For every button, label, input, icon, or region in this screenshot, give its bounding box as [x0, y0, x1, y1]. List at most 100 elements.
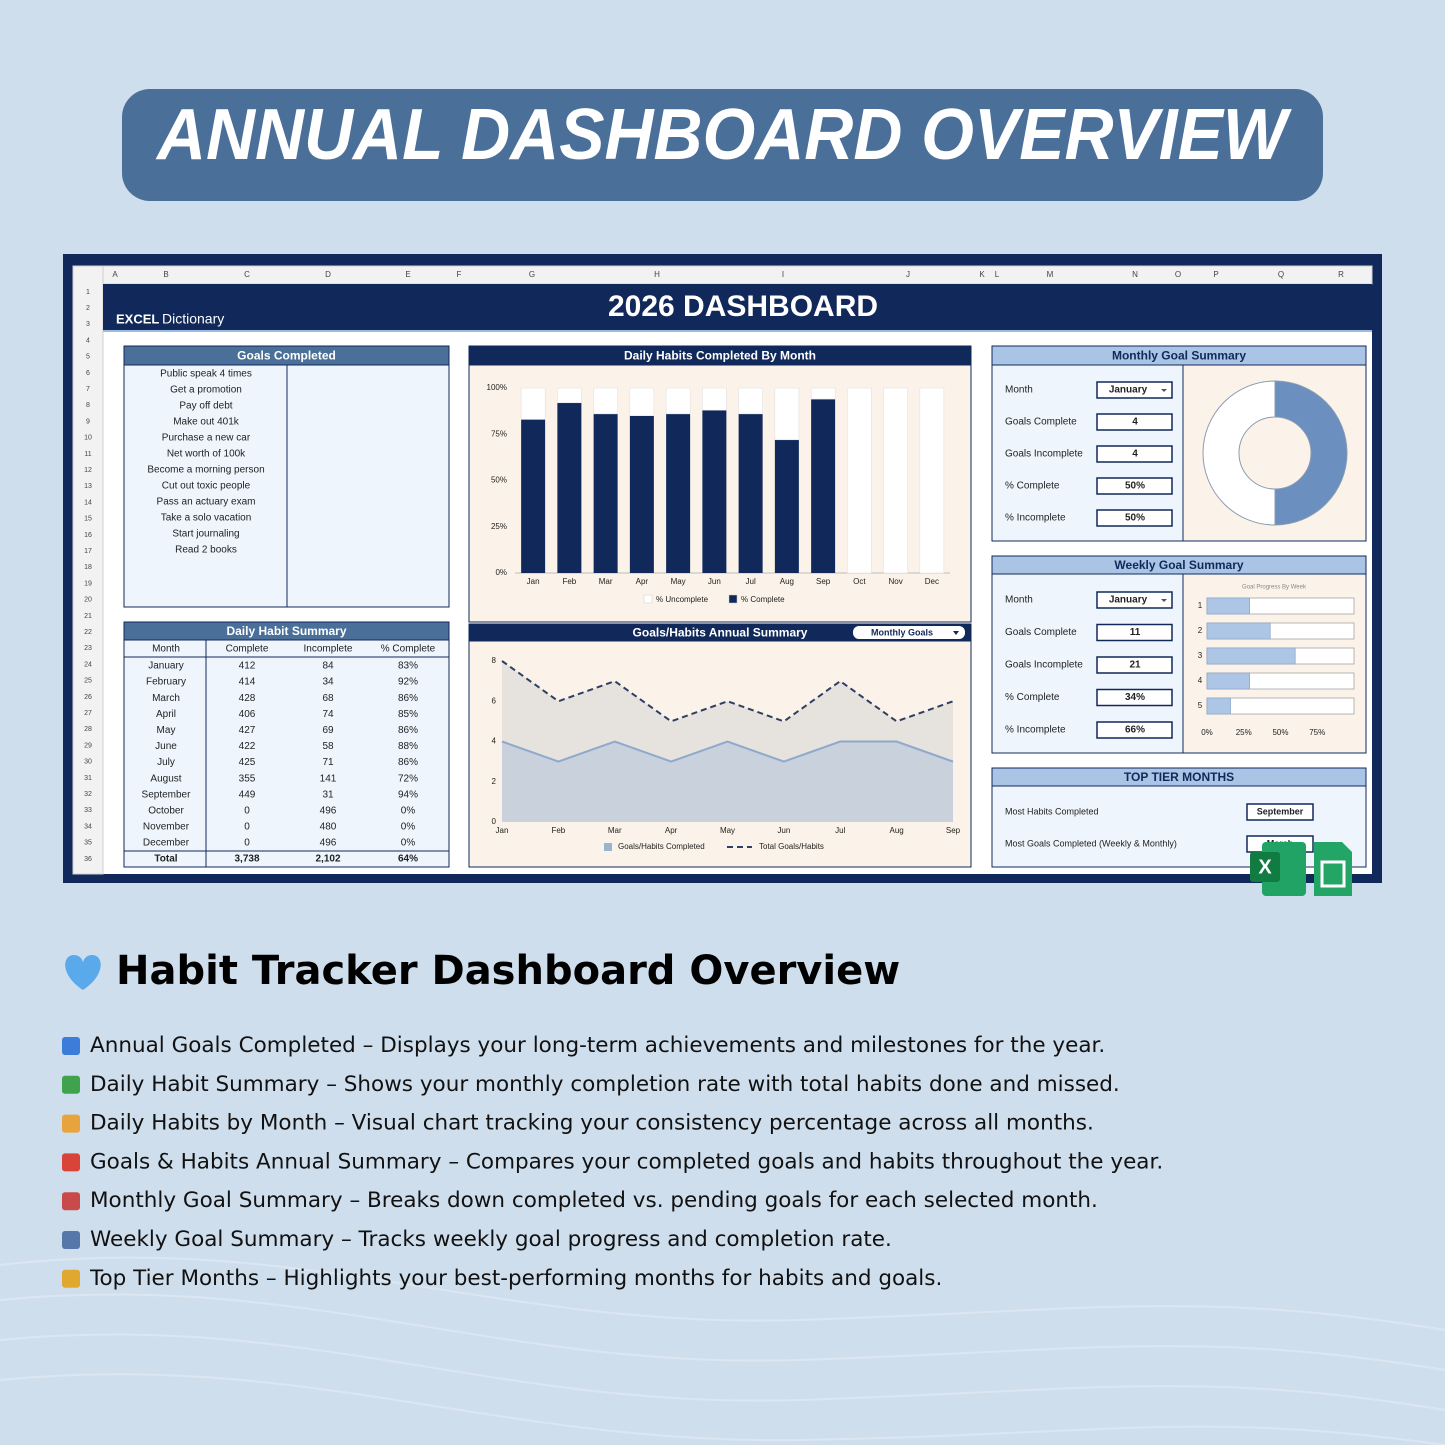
table-cell: November	[143, 822, 190, 833]
x-tick-label: Aug	[780, 577, 794, 586]
field-box	[1096, 477, 1173, 495]
y-tick-label: 75%	[491, 429, 507, 438]
row-number: 19	[84, 580, 92, 587]
table-cell: 86%	[398, 693, 418, 704]
field-box	[1096, 688, 1173, 707]
bar	[520, 387, 546, 420]
table-cell: 72%	[398, 773, 418, 784]
x-tick-label: Jul	[835, 826, 845, 835]
field-label: Goals Complete	[1005, 627, 1077, 638]
y-tick-label: 8	[492, 656, 497, 665]
field-label: % Complete	[1005, 481, 1060, 492]
y-tick-label: 0	[492, 817, 497, 826]
field-value: 4	[1132, 417, 1138, 428]
overview-item: Weekly Goal Summary – Tracks weekly goal…	[90, 1227, 892, 1252]
selector-arrow	[953, 631, 959, 635]
selector-value: Monthly Goals	[871, 627, 933, 637]
bar	[811, 399, 836, 573]
field-box	[1096, 381, 1173, 399]
row-number: 36	[84, 856, 92, 863]
bar	[521, 419, 546, 573]
overview-item: Daily Habits by Month – Visual chart tra…	[90, 1111, 1094, 1136]
column-letter: G	[529, 270, 535, 279]
goal-item: Net worth of 100k	[167, 449, 246, 460]
row-number: 20	[84, 597, 92, 604]
panel-title-bar	[991, 345, 1367, 366]
row-number: 26	[84, 694, 92, 701]
row-number: 24	[84, 661, 92, 668]
overview-item: Monthly Goal Summary – Breaks down compl…	[90, 1188, 1098, 1213]
column-letter: C	[244, 270, 250, 279]
field-label: Goals Incomplete	[1005, 660, 1083, 671]
goal-item: Become a morning person	[147, 465, 264, 476]
table-cell: December	[143, 838, 190, 849]
column-letter: L	[995, 270, 1000, 279]
icon	[1314, 842, 1352, 896]
table-cell: September	[142, 789, 192, 800]
table-cell: 422	[239, 741, 256, 752]
column-letter: P	[1213, 270, 1218, 279]
field-value: 50%	[1125, 481, 1145, 492]
y-tick-label: 50%	[491, 476, 507, 485]
table-cell: 496	[320, 806, 337, 817]
selector[interactable]	[853, 626, 965, 639]
panel-title: TOP TIER MONTHS	[1124, 770, 1234, 784]
table-cell: 69	[322, 725, 334, 736]
panel-title: Monthly Goal Summary	[1112, 349, 1246, 363]
row-number: 7	[86, 386, 90, 393]
donut-slice	[1202, 380, 1276, 526]
bar	[593, 413, 618, 573]
chart-title: Goal Progress By Week	[1242, 585, 1307, 591]
row-number: 17	[84, 548, 92, 555]
table-cell: May	[157, 725, 176, 736]
panel-title-bar	[991, 555, 1367, 575]
area	[502, 741, 953, 822]
table-cell: 425	[239, 757, 256, 768]
column-header: Month	[152, 644, 180, 655]
panel-title: Weekly Goal Summary	[1114, 558, 1243, 572]
item-icon	[62, 1037, 80, 1055]
table-cell: March	[152, 693, 180, 704]
column-letter: D	[325, 270, 331, 279]
bar	[629, 387, 655, 416]
column-letter: O	[1175, 270, 1181, 279]
table-cell: 88%	[398, 741, 418, 752]
x-tick-label: Feb	[551, 826, 565, 835]
table-cell: 412	[239, 661, 256, 672]
row-number: 5	[86, 354, 90, 361]
wave	[0, 1333, 1445, 1411]
field-label: Most Goals Completed (Weekly & Monthly)	[1005, 838, 1177, 848]
bar	[666, 413, 691, 573]
row-number: 1	[86, 289, 90, 296]
field-value: 66%	[1125, 725, 1145, 736]
icon-glyph: X	[1258, 856, 1272, 878]
table-cell: 0%	[401, 822, 416, 833]
row-header	[72, 265, 104, 875]
row-number: 29	[84, 742, 92, 749]
header-banner	[122, 89, 1323, 201]
column-letter: Q	[1278, 270, 1284, 279]
row-number: 3	[86, 321, 90, 328]
row-number: 6	[86, 370, 90, 377]
table-cell: 0	[244, 838, 250, 849]
x-tick-label: Aug	[890, 826, 904, 835]
item-icon	[62, 1153, 80, 1172]
field-label: Month	[1005, 385, 1033, 396]
x-tick-label: Sep	[946, 826, 961, 835]
table-cell: 92%	[398, 677, 418, 688]
item-icon	[62, 1231, 80, 1249]
row-number: 32	[84, 791, 92, 798]
x-tick-label: May	[720, 826, 735, 835]
table-cell: 71	[322, 757, 334, 768]
table-cell: 414	[239, 677, 256, 688]
icon	[1320, 860, 1346, 888]
legend-label: % Complete	[741, 595, 785, 604]
field-label: % Incomplete	[1005, 725, 1066, 736]
wave	[0, 1373, 1445, 1445]
x-tick-label: 50%	[1272, 728, 1288, 737]
column-header: % Complete	[381, 644, 436, 655]
table-cell: 83%	[398, 661, 418, 672]
field-label: % Incomplete	[1005, 513, 1066, 524]
overview-item: Top Tier Months – Highlights your best-p…	[89, 1266, 942, 1291]
row-number: 2	[86, 305, 90, 312]
